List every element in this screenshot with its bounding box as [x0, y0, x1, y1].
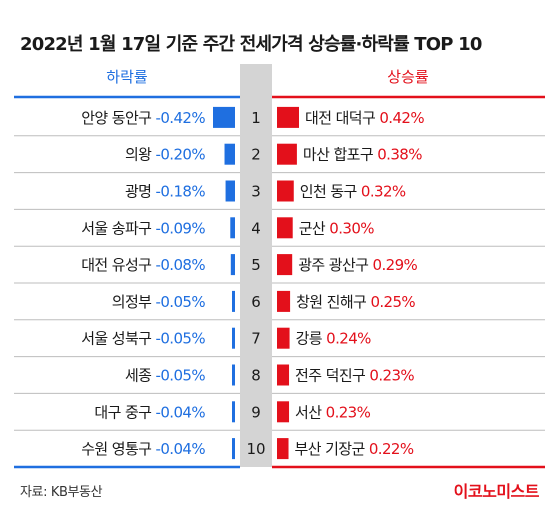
- decline-value: -0.04%: [156, 440, 206, 458]
- increase-bar: [277, 143, 297, 165]
- increase-value: 0.24%: [326, 330, 371, 348]
- increase-region: 서산: [295, 403, 326, 421]
- decline-bar: [230, 217, 235, 239]
- decline-region: 서울 성북구: [81, 330, 155, 348]
- increase-label: 광주 광산구 0.29%: [298, 256, 417, 274]
- decline-region: 세종: [125, 367, 156, 385]
- decline-value: -0.05%: [156, 330, 206, 348]
- rank-label: 1: [251, 109, 261, 127]
- rank-label: 9: [251, 403, 261, 421]
- decline-value: -0.04%: [156, 403, 206, 421]
- legend-decline: 하락률: [106, 68, 148, 86]
- decline-label: 대구 중구 -0.04%: [94, 403, 205, 421]
- increase-bar: [277, 290, 291, 312]
- legend-increase: 상승률: [387, 68, 429, 86]
- rank-label: 4: [251, 219, 261, 237]
- increase-label: 군산 0.30%: [299, 219, 375, 237]
- increase-value: 0.38%: [377, 146, 422, 164]
- increase-bar: [277, 327, 290, 349]
- increase-region: 전주 덕진구: [295, 367, 369, 385]
- decline-bar: [232, 364, 235, 386]
- decline-region: 수원 영통구: [81, 440, 155, 458]
- increase-value: 0.42%: [379, 109, 424, 127]
- decline-label: 대전 유성구 -0.08%: [81, 256, 205, 274]
- increase-label: 대전 대덕구 0.42%: [305, 109, 424, 127]
- decline-value: -0.05%: [156, 367, 206, 385]
- decline-value: -0.42%: [156, 109, 206, 127]
- decline-region: 대전 유성구: [81, 256, 155, 274]
- decline-region: 의정부: [112, 293, 156, 311]
- increase-label: 마산 합포구 0.38%: [303, 146, 422, 164]
- decline-bar: [213, 106, 235, 128]
- decline-region: 서울 송파구: [81, 219, 155, 237]
- increase-bar: [277, 106, 299, 128]
- increase-bar: [277, 401, 290, 423]
- decline-region: 안양 동안구: [81, 109, 155, 127]
- increase-value: 0.29%: [373, 256, 418, 274]
- rank-column-band: [240, 64, 272, 467]
- increase-value: 0.23%: [369, 367, 414, 385]
- chart-title: 2022년 1월 17일 기준 주간 전세가격 상승률·하락률 TOP 10: [20, 34, 482, 55]
- brand-logo: 이코노미스트: [453, 482, 540, 501]
- decline-bar: [232, 290, 235, 312]
- decline-label: 의왕 -0.20%: [125, 146, 205, 164]
- decline-bar: [232, 438, 235, 460]
- decline-value: -0.18%: [156, 183, 206, 201]
- increase-value: 0.22%: [369, 440, 414, 458]
- decline-label: 서울 성북구 -0.05%: [81, 330, 205, 348]
- increase-bar: [277, 254, 293, 276]
- rank-label: 7: [251, 330, 261, 348]
- decline-region: 광명: [125, 183, 156, 201]
- decline-bar: [224, 143, 235, 165]
- increase-region: 대전 대덕구: [305, 109, 379, 127]
- increase-label: 인천 동구 0.32%: [300, 183, 406, 201]
- decline-label: 서울 송파구 -0.09%: [81, 219, 205, 237]
- rank-label: 3: [251, 183, 261, 201]
- decline-value: -0.20%: [156, 146, 206, 164]
- decline-label: 광명 -0.18%: [125, 183, 205, 201]
- increase-bar: [277, 364, 290, 386]
- increase-region: 군산: [299, 219, 330, 237]
- decline-region: 대구 중구: [94, 403, 155, 421]
- increase-label: 부산 기장군 0.22%: [295, 440, 414, 458]
- increase-label: 창원 진해구 0.25%: [296, 293, 415, 311]
- decline-label: 의정부 -0.05%: [112, 293, 206, 311]
- increase-region: 강릉: [296, 330, 327, 348]
- increase-region: 창원 진해구: [296, 293, 370, 311]
- increase-bar: [277, 217, 293, 239]
- rank-label: 2: [251, 146, 261, 164]
- increase-value: 0.32%: [361, 183, 406, 201]
- rank-label: 5: [251, 256, 261, 274]
- increase-region: 마산 합포구: [303, 146, 377, 164]
- source-note: 자료: KB부동산: [20, 485, 103, 500]
- decline-bar: [230, 254, 235, 276]
- rank-label: 8: [251, 367, 261, 385]
- decline-value: -0.05%: [156, 293, 206, 311]
- decline-label: 수원 영통구 -0.04%: [81, 440, 205, 458]
- increase-value: 0.23%: [326, 403, 371, 421]
- increase-label: 서산 0.23%: [295, 403, 371, 421]
- increase-value: 0.25%: [370, 293, 415, 311]
- increase-bar: [277, 180, 294, 202]
- increase-bar: [277, 438, 289, 460]
- increase-value: 0.30%: [329, 219, 374, 237]
- decline-bar: [232, 401, 235, 423]
- rank-label: 10: [246, 440, 265, 458]
- decline-value: -0.08%: [156, 256, 206, 274]
- increase-region: 부산 기장군: [295, 440, 369, 458]
- increase-region: 인천 동구: [300, 183, 361, 201]
- decline-value: -0.09%: [156, 219, 206, 237]
- increase-label: 전주 덕진구 0.23%: [295, 367, 414, 385]
- decline-label: 안양 동안구 -0.42%: [81, 109, 205, 127]
- rank-label: 6: [251, 293, 261, 311]
- decline-region: 의왕: [125, 146, 156, 164]
- decline-bar: [232, 327, 235, 349]
- decline-bar: [225, 180, 235, 202]
- increase-region: 광주 광산구: [298, 256, 372, 274]
- increase-label: 강릉 0.24%: [296, 330, 372, 348]
- decline-label: 세종 -0.05%: [125, 367, 205, 385]
